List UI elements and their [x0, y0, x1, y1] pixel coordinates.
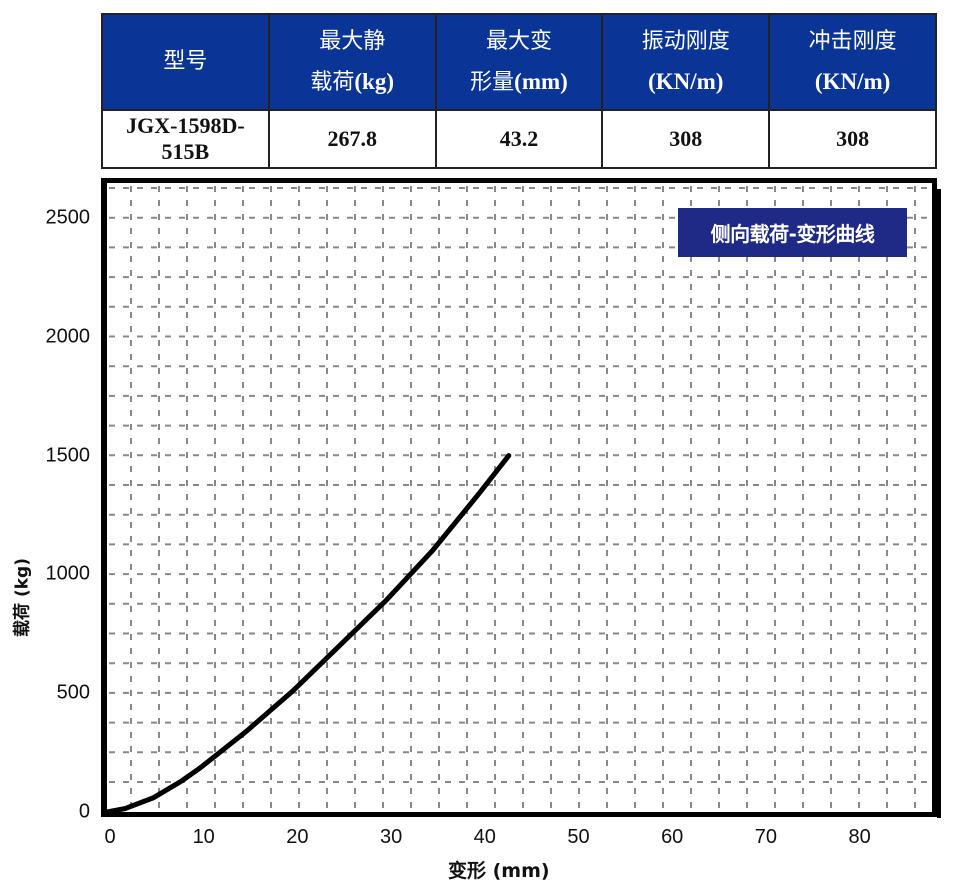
gridlines — [109, 186, 930, 810]
x-tick-label: 40 — [473, 826, 496, 848]
y-axis-label: 载荷 (kg) — [12, 558, 33, 637]
cell-vibration-stiffness: 308 — [601, 109, 771, 169]
header-max-static-load: 最大静 载荷(kg) — [267, 13, 437, 111]
x-tick-label: 50 — [567, 826, 590, 848]
y-tick-label: 500 — [56, 681, 90, 704]
x-tick-label: 60 — [661, 826, 684, 848]
y-tick-label: 2500 — [45, 206, 91, 229]
x-tick-label: 0 — [104, 826, 116, 848]
cell-impact-stiffness: 308 — [768, 109, 937, 169]
x-tick-label: 20 — [286, 826, 309, 848]
cell-max-deformation: 43.2 — [434, 109, 604, 169]
y-tick-label: 1000 — [45, 562, 91, 585]
x-tick-label: 70 — [754, 826, 778, 848]
y-tick-label: 2000 — [45, 325, 91, 348]
spec-table: 型号 最大静 载荷(kg) 最大变 形量(mm) 振动刚度 (KN/m) 冲击刚度 (K… — [101, 13, 937, 169]
chart-frame — [101, 178, 941, 818]
x-tick-label: 80 — [848, 826, 871, 848]
x-tick-label: 30 — [379, 826, 403, 848]
cell-max-static-load: 267.8 — [267, 109, 437, 169]
load-deformation-curve — [104, 453, 512, 815]
y-tick-label: 0 — [78, 800, 90, 823]
spec-header-row: 型号 最大静 载荷(kg) 最大变 形量(mm) 振动刚度 (KN/m) 冲击刚度 (K… — [101, 13, 937, 111]
spec-data-row: JGX-1598D-515B 267.8 43.2 308 308 — [101, 109, 937, 169]
header-impact-stiffness: 冲击刚度 (KN/m) — [768, 13, 937, 111]
chart-legend: 侧向载荷-变形曲线 — [678, 208, 907, 257]
header-max-deformation: 最大变 形量(mm) — [434, 13, 604, 111]
x-axis-label: 变形 (mm) — [448, 860, 550, 882]
header-model: 型号 — [101, 13, 270, 111]
cell-model: JGX-1598D-515B — [101, 109, 270, 169]
y-tick-label: 1500 — [45, 444, 91, 467]
header-vibration-stiffness: 振动刚度 (KN/m) — [601, 13, 771, 111]
x-tick-label: 10 — [192, 826, 215, 848]
